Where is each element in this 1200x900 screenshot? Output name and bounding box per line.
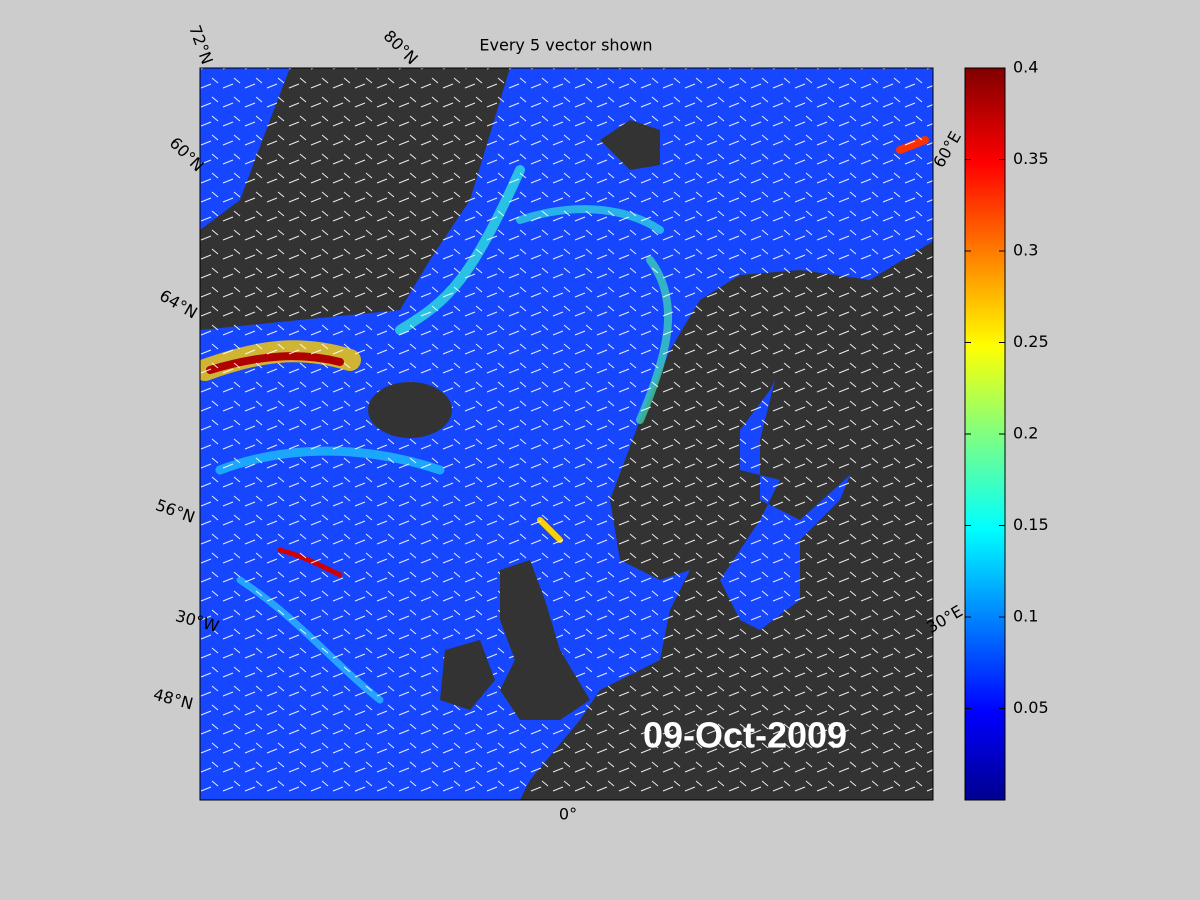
graticule-label: 72°N <box>185 22 217 66</box>
map-frame <box>199 67 934 801</box>
colorbar-tick-label: 0.2 <box>1013 424 1038 443</box>
colorbar-tick-label: 0.05 <box>1013 698 1049 717</box>
map-title: Every 5 vector shown <box>479 36 652 55</box>
colorbar-tick-label: 0.3 <box>1013 241 1038 260</box>
colorbar-tick-label: 0.1 <box>1013 607 1038 626</box>
graticule-label: 56°N <box>153 495 197 527</box>
colorbar <box>964 67 1006 801</box>
islands <box>368 120 660 720</box>
colorbar-axis: 0.05 0.1 0.15 0.2 0.25 0.3 0.35 0.4 <box>965 58 1049 717</box>
colorbar-tick-label: 0.35 <box>1013 149 1049 168</box>
colorbar-tick-label: 0.15 <box>1013 515 1049 534</box>
colorbar-tick-label: 0.4 <box>1013 58 1038 77</box>
map <box>200 68 933 800</box>
graticule-label: 80°N <box>380 26 422 68</box>
colorbar-tick-label: 0.25 <box>1013 332 1049 351</box>
graticule-label: 60°E <box>929 128 965 171</box>
graticule-label: 64°N <box>156 286 200 323</box>
graticule-label: 48°N <box>151 685 195 714</box>
date-label: 09-Oct-2009 <box>643 715 847 756</box>
graticule-label: 0° <box>559 805 577 824</box>
